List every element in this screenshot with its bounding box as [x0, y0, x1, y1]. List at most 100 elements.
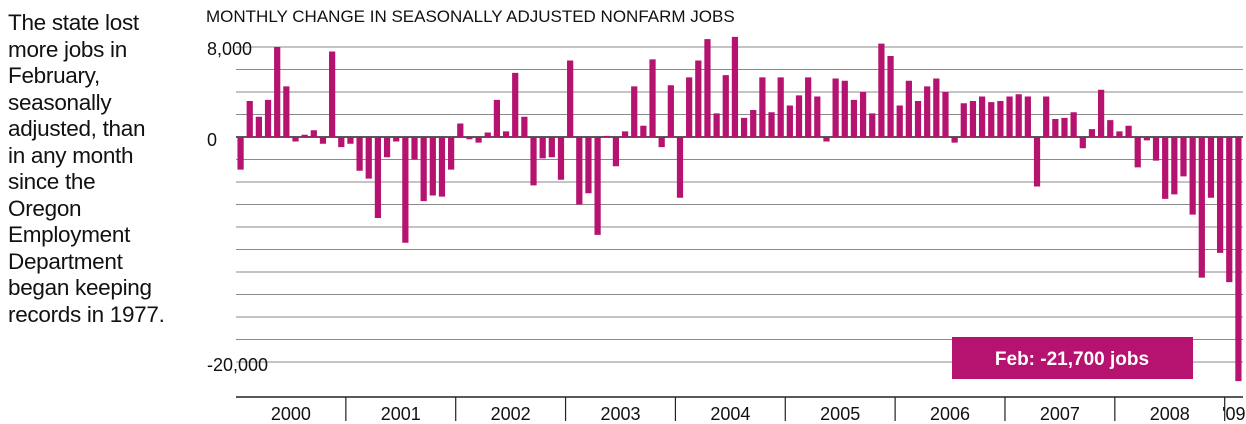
bar [557, 137, 565, 180]
bar [997, 101, 1004, 137]
bars [237, 36, 1242, 382]
x-tick-label: '09 [1222, 404, 1245, 424]
bar [383, 137, 391, 158]
bar [1088, 129, 1096, 137]
bar [1061, 117, 1068, 137]
bar [530, 137, 537, 186]
bar [237, 137, 244, 170]
x-tick-label: 2005 [820, 404, 860, 424]
bar [429, 137, 436, 196]
bar [914, 101, 922, 137]
bar [704, 39, 711, 137]
bar [1198, 137, 1205, 278]
bar [841, 80, 848, 137]
bar [850, 99, 858, 137]
bar [722, 75, 729, 137]
bar [1180, 137, 1187, 177]
side-note-line: seasonally [8, 89, 112, 115]
bar [676, 137, 684, 198]
bar [1097, 89, 1105, 137]
bar [777, 77, 784, 137]
bar [521, 116, 528, 137]
bar [768, 112, 775, 137]
bar [887, 56, 894, 137]
bar [448, 137, 455, 170]
bar [1015, 94, 1022, 137]
bar [356, 137, 363, 171]
bar [1116, 131, 1123, 137]
bar [438, 137, 446, 197]
bar [658, 137, 665, 148]
bar [1171, 137, 1178, 195]
bar [695, 60, 702, 137]
bar [823, 137, 830, 142]
bar [484, 132, 491, 137]
side-note-line: Employment [8, 222, 131, 247]
bar [1033, 137, 1041, 187]
bar [1143, 137, 1150, 141]
bar [274, 47, 281, 137]
side-note-line: The state lost [8, 10, 139, 35]
side-note-line: began keeping [8, 275, 152, 300]
bar [319, 137, 327, 144]
bar [1006, 96, 1013, 137]
side-note-line: Department [8, 248, 123, 274]
chart-title: MONTHLY CHANGE IN SEASONALLY ADJUSTED NO… [206, 7, 735, 26]
x-tick-label: 2003 [600, 404, 640, 424]
bar [750, 110, 757, 137]
bar [631, 86, 638, 137]
y-tick-label: 8,000 [207, 39, 252, 59]
side-note-line: February, [8, 63, 100, 88]
x-tick-label: 2004 [710, 404, 750, 424]
bar [576, 137, 583, 205]
side-note-line: Oregon [8, 195, 82, 221]
bar [246, 101, 253, 137]
bar [686, 77, 693, 137]
bar [1125, 125, 1132, 137]
bar [338, 137, 345, 148]
y-tick-label: -20,000 [207, 355, 268, 375]
side-note-line: adjusted, than [8, 116, 146, 141]
bar [713, 113, 720, 137]
bar [759, 77, 766, 137]
bar [283, 86, 290, 137]
x-axis: 2000 2001 2002 2003 2004 2005 2006 2007 2008 '09 [271, 397, 1246, 424]
bar [969, 101, 977, 137]
bar [502, 131, 510, 137]
bar [905, 80, 912, 137]
bar [292, 137, 299, 142]
side-note-line: in any month [8, 142, 134, 168]
bar [310, 130, 317, 137]
bar [393, 137, 400, 142]
bar [1189, 137, 1196, 215]
bar [475, 137, 482, 143]
bar [978, 96, 986, 137]
bar [640, 125, 647, 137]
x-tick-label: 2002 [491, 404, 531, 424]
bar [832, 78, 839, 137]
bar [731, 36, 739, 137]
bar [988, 102, 995, 137]
bar [264, 99, 272, 137]
bar [1024, 96, 1031, 137]
side-note-line: more jobs in [8, 36, 127, 62]
bar [1079, 137, 1086, 149]
bar [805, 77, 812, 137]
bar [1152, 137, 1160, 161]
y-tick-label: 0 [207, 130, 217, 150]
bar [402, 137, 409, 243]
bar [548, 137, 555, 158]
bar [1207, 137, 1215, 198]
bar [493, 99, 501, 137]
x-tick-label: 2001 [381, 404, 421, 424]
bar [1043, 96, 1050, 137]
callout-box [952, 337, 1193, 379]
bar [585, 137, 592, 194]
bar [347, 137, 354, 144]
bar [740, 117, 748, 137]
x-tick-label: 2008 [1150, 404, 1190, 424]
bar [612, 137, 620, 167]
bar [1107, 120, 1114, 137]
bar [786, 105, 793, 137]
